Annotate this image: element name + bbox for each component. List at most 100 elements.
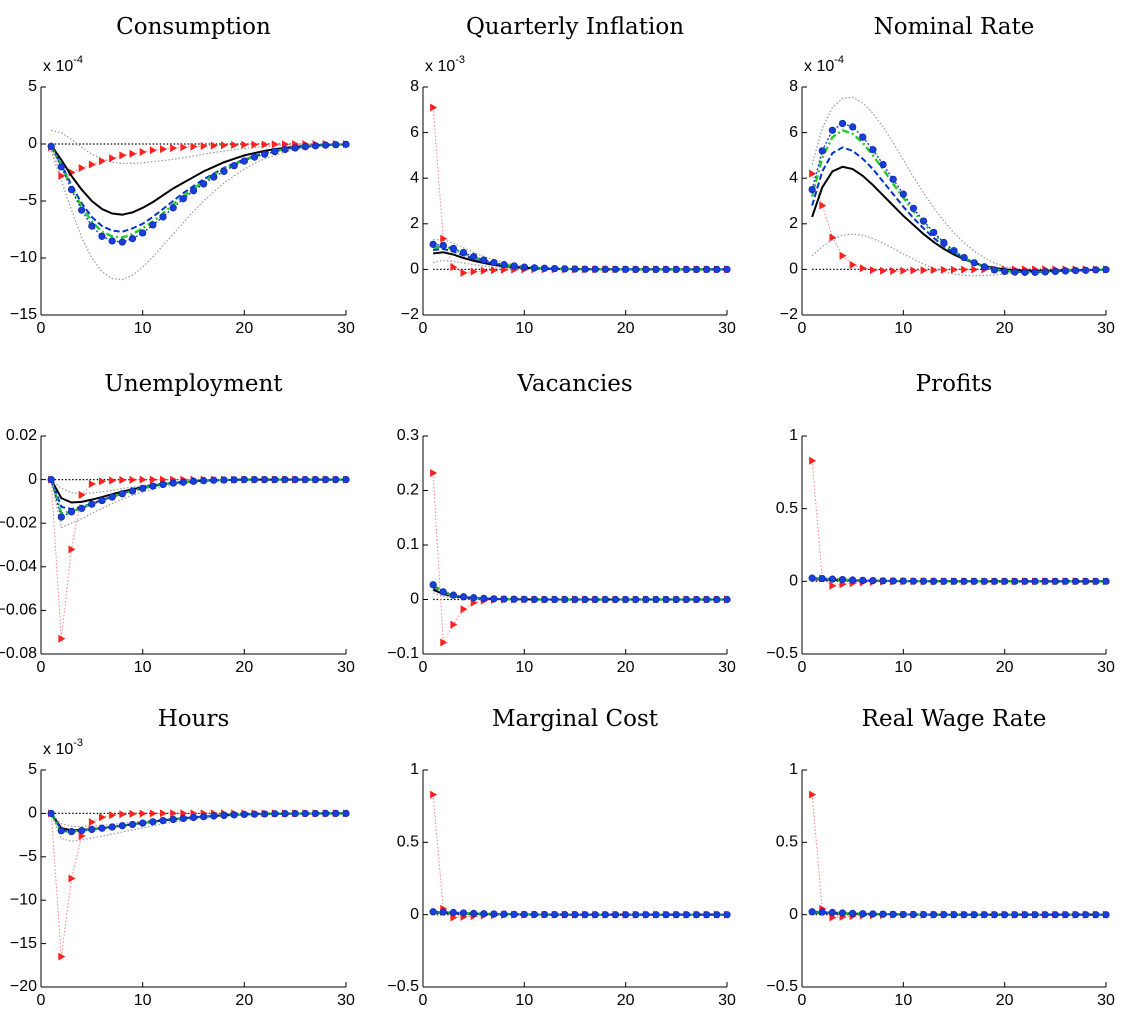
data-point-circle (889, 910, 897, 918)
data-point-circle (662, 595, 670, 604)
data-point-triangle (129, 149, 137, 158)
data-point-circle (149, 482, 157, 490)
panel-title: Unemployment (104, 371, 283, 397)
data-point-circle (332, 809, 340, 818)
data-point-circle (611, 911, 620, 919)
data-point-circle (642, 595, 650, 604)
data-point-circle (108, 823, 116, 831)
data-point-circle (723, 595, 731, 604)
data-point-circle (179, 814, 187, 823)
data-point-circle (500, 261, 508, 269)
panel-real-wage-rate: Real Wage Rate−0.500.510 10 20 30 (766, 706, 1115, 1009)
data-point-circle (500, 595, 508, 603)
data-point-circle (149, 818, 157, 826)
data-point-circle (179, 195, 187, 203)
data-point-circle (189, 187, 198, 195)
data-point-circle (703, 911, 711, 919)
data-point-triangle (149, 146, 157, 155)
data-point-circle (291, 809, 299, 818)
x-tick-label: 30 (718, 659, 736, 676)
data-point-triangle (99, 157, 106, 166)
data-point-triangle (119, 151, 127, 160)
data-point-circle (561, 911, 569, 919)
data-point-circle (1021, 911, 1029, 919)
data-point-circle (940, 238, 948, 247)
data-point-circle (1082, 577, 1090, 585)
data-point-triangle (231, 141, 239, 150)
data-point-circle (611, 265, 620, 273)
panel-vacancies: Vacancies−0.100.10.20.30 10 20 30 (387, 371, 736, 676)
y-tick-label: 0 (28, 135, 37, 152)
data-point-circle (332, 141, 340, 149)
data-point-circle (540, 910, 549, 919)
data-point-triangle (809, 169, 817, 178)
data-point-circle (230, 162, 238, 170)
x-tick-label: 10 (894, 320, 912, 337)
data-point-triangle (251, 140, 259, 149)
exponent-base: x 10 (43, 741, 73, 758)
data-point-circle (838, 575, 847, 584)
data-point-circle (47, 142, 55, 150)
y-tick-label: −0.1 (387, 645, 419, 662)
data-point-triangle (819, 201, 827, 210)
data-point-circle (1011, 268, 1019, 276)
y-tick-label: 0 (789, 573, 798, 590)
data-point-circle (490, 910, 498, 918)
panel-title: Hours (158, 706, 230, 732)
data-point-circle (1041, 268, 1049, 276)
x-tick-label: 20 (996, 320, 1014, 337)
data-point-circle (78, 826, 86, 835)
data-point-circle (889, 175, 897, 183)
series-line-triangles-red (811, 460, 1106, 587)
data-point-circle (449, 908, 458, 917)
series-line-dashed-blue (811, 146, 1107, 273)
data-point-circle (1071, 577, 1080, 585)
data-point-circle (240, 157, 248, 165)
data-point-circle (520, 595, 528, 603)
x-tick-label: 10 (134, 320, 152, 337)
data-point-triangle (221, 141, 228, 150)
panel-title: Nominal Rate (874, 14, 1035, 40)
x-tick-label: 0 (37, 659, 46, 676)
data-point-circle (57, 827, 65, 835)
data-point-circle (1021, 268, 1029, 276)
data-point-circle (1041, 577, 1049, 585)
data-point-circle (1051, 577, 1059, 585)
data-point-circle (540, 264, 549, 272)
data-point-circle (990, 911, 999, 919)
series-line-dotted-gray (50, 479, 346, 529)
y-axis-exponent: x 10-3 (425, 54, 465, 75)
data-point-triangle (430, 469, 438, 478)
data-point-circle (703, 265, 711, 274)
data-point-circle (449, 244, 458, 253)
data-point-triangle (170, 809, 178, 818)
series-line-triangles-red (811, 794, 1106, 919)
x-tick-label: 30 (337, 992, 355, 1009)
x-tick-label: 10 (515, 659, 533, 676)
data-point-triangle (129, 475, 137, 484)
data-point-circle (551, 595, 559, 604)
data-point-circle (250, 476, 259, 484)
x-tick-label: 0 (419, 992, 428, 1009)
data-point-circle (591, 595, 599, 604)
data-point-triangle (149, 475, 157, 484)
data-point-circle (652, 265, 660, 274)
data-point-circle (490, 595, 498, 603)
data-point-circle (1001, 911, 1009, 919)
data-point-circle (301, 809, 309, 818)
y-tick-label: −0.06 (0, 602, 37, 619)
data-point-circle (500, 910, 508, 918)
data-point-circle (322, 141, 330, 149)
panel-title: Profits (916, 371, 993, 397)
data-point-circle (271, 476, 279, 484)
data-point-circle (439, 588, 447, 596)
data-point-circle (571, 265, 579, 273)
x-tick-label: 20 (617, 659, 635, 676)
data-point-triangle (78, 831, 86, 840)
data-point-circle (220, 476, 228, 484)
panel-hours: Hours −20 −15 −10 −5 0 5 0 10 20 30 x 10-3 (10, 706, 355, 1009)
data-point-circle (909, 577, 918, 585)
data-point-circle (230, 476, 238, 484)
y-tick-label: −10 (10, 249, 37, 266)
